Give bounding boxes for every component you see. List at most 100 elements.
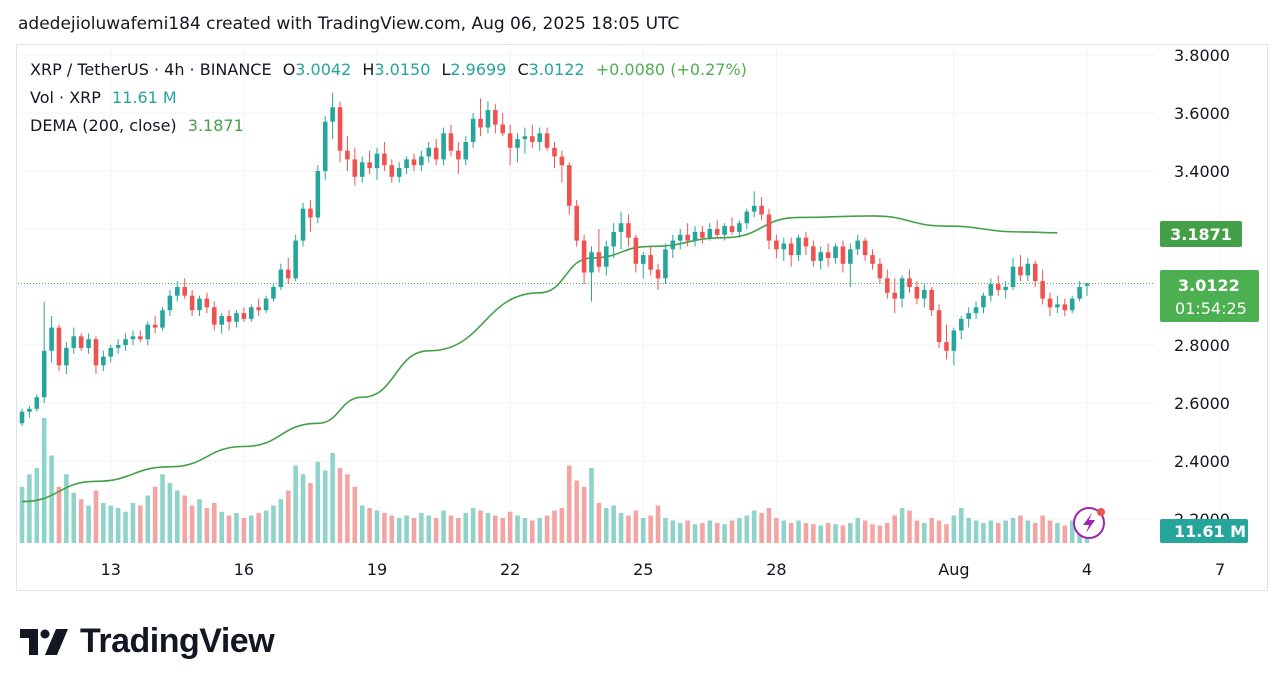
dema-label[interactable]: DEMA (200, close)	[30, 116, 177, 135]
low-value: 2.9699	[450, 60, 507, 79]
candle-body	[611, 231, 616, 247]
candle	[374, 147, 380, 180]
candle-body	[86, 339, 91, 348]
candle-body	[478, 118, 483, 128]
candle-body	[544, 133, 550, 148]
countdown-badge-value: 01:54:25	[1175, 299, 1247, 318]
x-tick-label: 16	[234, 560, 254, 579]
volume-bar	[49, 455, 54, 543]
candle	[751, 191, 757, 218]
candle-body	[64, 347, 69, 366]
volume-value: 11.61 M	[112, 88, 177, 107]
candle-body	[618, 223, 624, 232]
chart-caption: adedejioluwafemi184 created with Trading…	[18, 14, 680, 34]
candle	[670, 234, 676, 258]
volume-bar	[759, 513, 764, 543]
candle-body	[138, 336, 143, 340]
x-tick-label: Aug	[938, 560, 969, 579]
candle	[855, 234, 861, 256]
volume-bar	[885, 523, 890, 543]
candle-body	[692, 231, 698, 241]
candle-body	[1003, 287, 1008, 290]
candle	[885, 269, 890, 299]
y-tick-label: 3.6000	[1174, 104, 1230, 123]
symbol-label[interactable]: XRP / TetherUS · 4h · BINANCE	[30, 60, 272, 79]
volume-bar	[493, 515, 498, 543]
volume-bar	[152, 486, 158, 543]
tradingview-logo[interactable]: TradingView	[20, 622, 275, 661]
candle-body	[788, 243, 794, 256]
volume-bar	[426, 515, 432, 543]
volume-bar	[448, 515, 454, 543]
volume-bar	[1047, 520, 1053, 543]
candle	[811, 240, 816, 267]
x-tick-label: 4	[1082, 560, 1092, 579]
candle-body	[640, 255, 646, 264]
candle	[803, 231, 809, 256]
candle	[825, 243, 831, 267]
candle	[493, 104, 498, 134]
volume-bar	[204, 508, 210, 543]
volume-bar	[278, 499, 284, 543]
candle-body	[175, 287, 180, 296]
candle-body	[685, 234, 690, 241]
candle	[34, 394, 40, 412]
volume-bar	[123, 511, 128, 543]
candle	[263, 295, 269, 314]
volume-bar	[345, 474, 350, 543]
candle	[219, 313, 224, 334]
chart-frame[interactable]	[16, 44, 1268, 591]
candle-body	[1025, 263, 1031, 276]
candle	[759, 197, 764, 221]
volume-bar	[892, 515, 898, 543]
candle	[936, 304, 942, 348]
candle-body	[973, 307, 979, 314]
candle	[552, 142, 557, 169]
candle-body	[700, 231, 705, 238]
candle	[944, 324, 949, 360]
volume-bar	[41, 418, 47, 543]
candle	[966, 307, 971, 328]
candle-body	[870, 255, 875, 264]
volume-bars	[19, 418, 1090, 543]
volume-bar	[130, 503, 136, 543]
candle	[951, 327, 957, 366]
candle	[700, 226, 705, 244]
candle-body	[552, 147, 557, 157]
candle-body	[833, 246, 838, 258]
volume-bar	[315, 461, 321, 543]
volume-label[interactable]: Vol · XRP	[30, 88, 101, 107]
candle	[862, 237, 868, 261]
candle	[204, 292, 210, 314]
x-tick-label: 25	[633, 560, 653, 579]
volume-bar	[515, 515, 520, 543]
candle-body	[825, 252, 831, 258]
volume-bar	[626, 515, 631, 543]
volume-bar	[714, 523, 720, 543]
candle-body	[204, 298, 210, 308]
open-label: O	[282, 60, 296, 79]
candle-body	[234, 313, 239, 322]
volume-bar	[611, 505, 616, 543]
volume-bar	[663, 518, 668, 543]
candle-body	[160, 310, 165, 328]
volume-bar	[500, 518, 506, 543]
dema-line	[21, 215, 1058, 503]
volume-bar	[552, 510, 557, 543]
volume-bar	[870, 524, 875, 543]
candle-body	[1018, 266, 1023, 276]
candle-body	[308, 208, 313, 218]
candle-body	[493, 110, 498, 125]
candle	[663, 243, 668, 285]
price-chart[interactable]: 3.80003.60003.40003.20003.00002.80002.60…	[0, 0, 1284, 600]
candle-body	[559, 156, 565, 166]
candle	[781, 237, 787, 261]
candle	[626, 214, 631, 247]
y-tick-label: 2.6000	[1174, 394, 1230, 413]
lightning-icon[interactable]	[1073, 507, 1105, 539]
candles	[19, 92, 1090, 427]
candle-body	[456, 150, 461, 160]
candle	[470, 113, 476, 148]
volume-bar	[530, 520, 535, 543]
candle	[145, 321, 151, 345]
